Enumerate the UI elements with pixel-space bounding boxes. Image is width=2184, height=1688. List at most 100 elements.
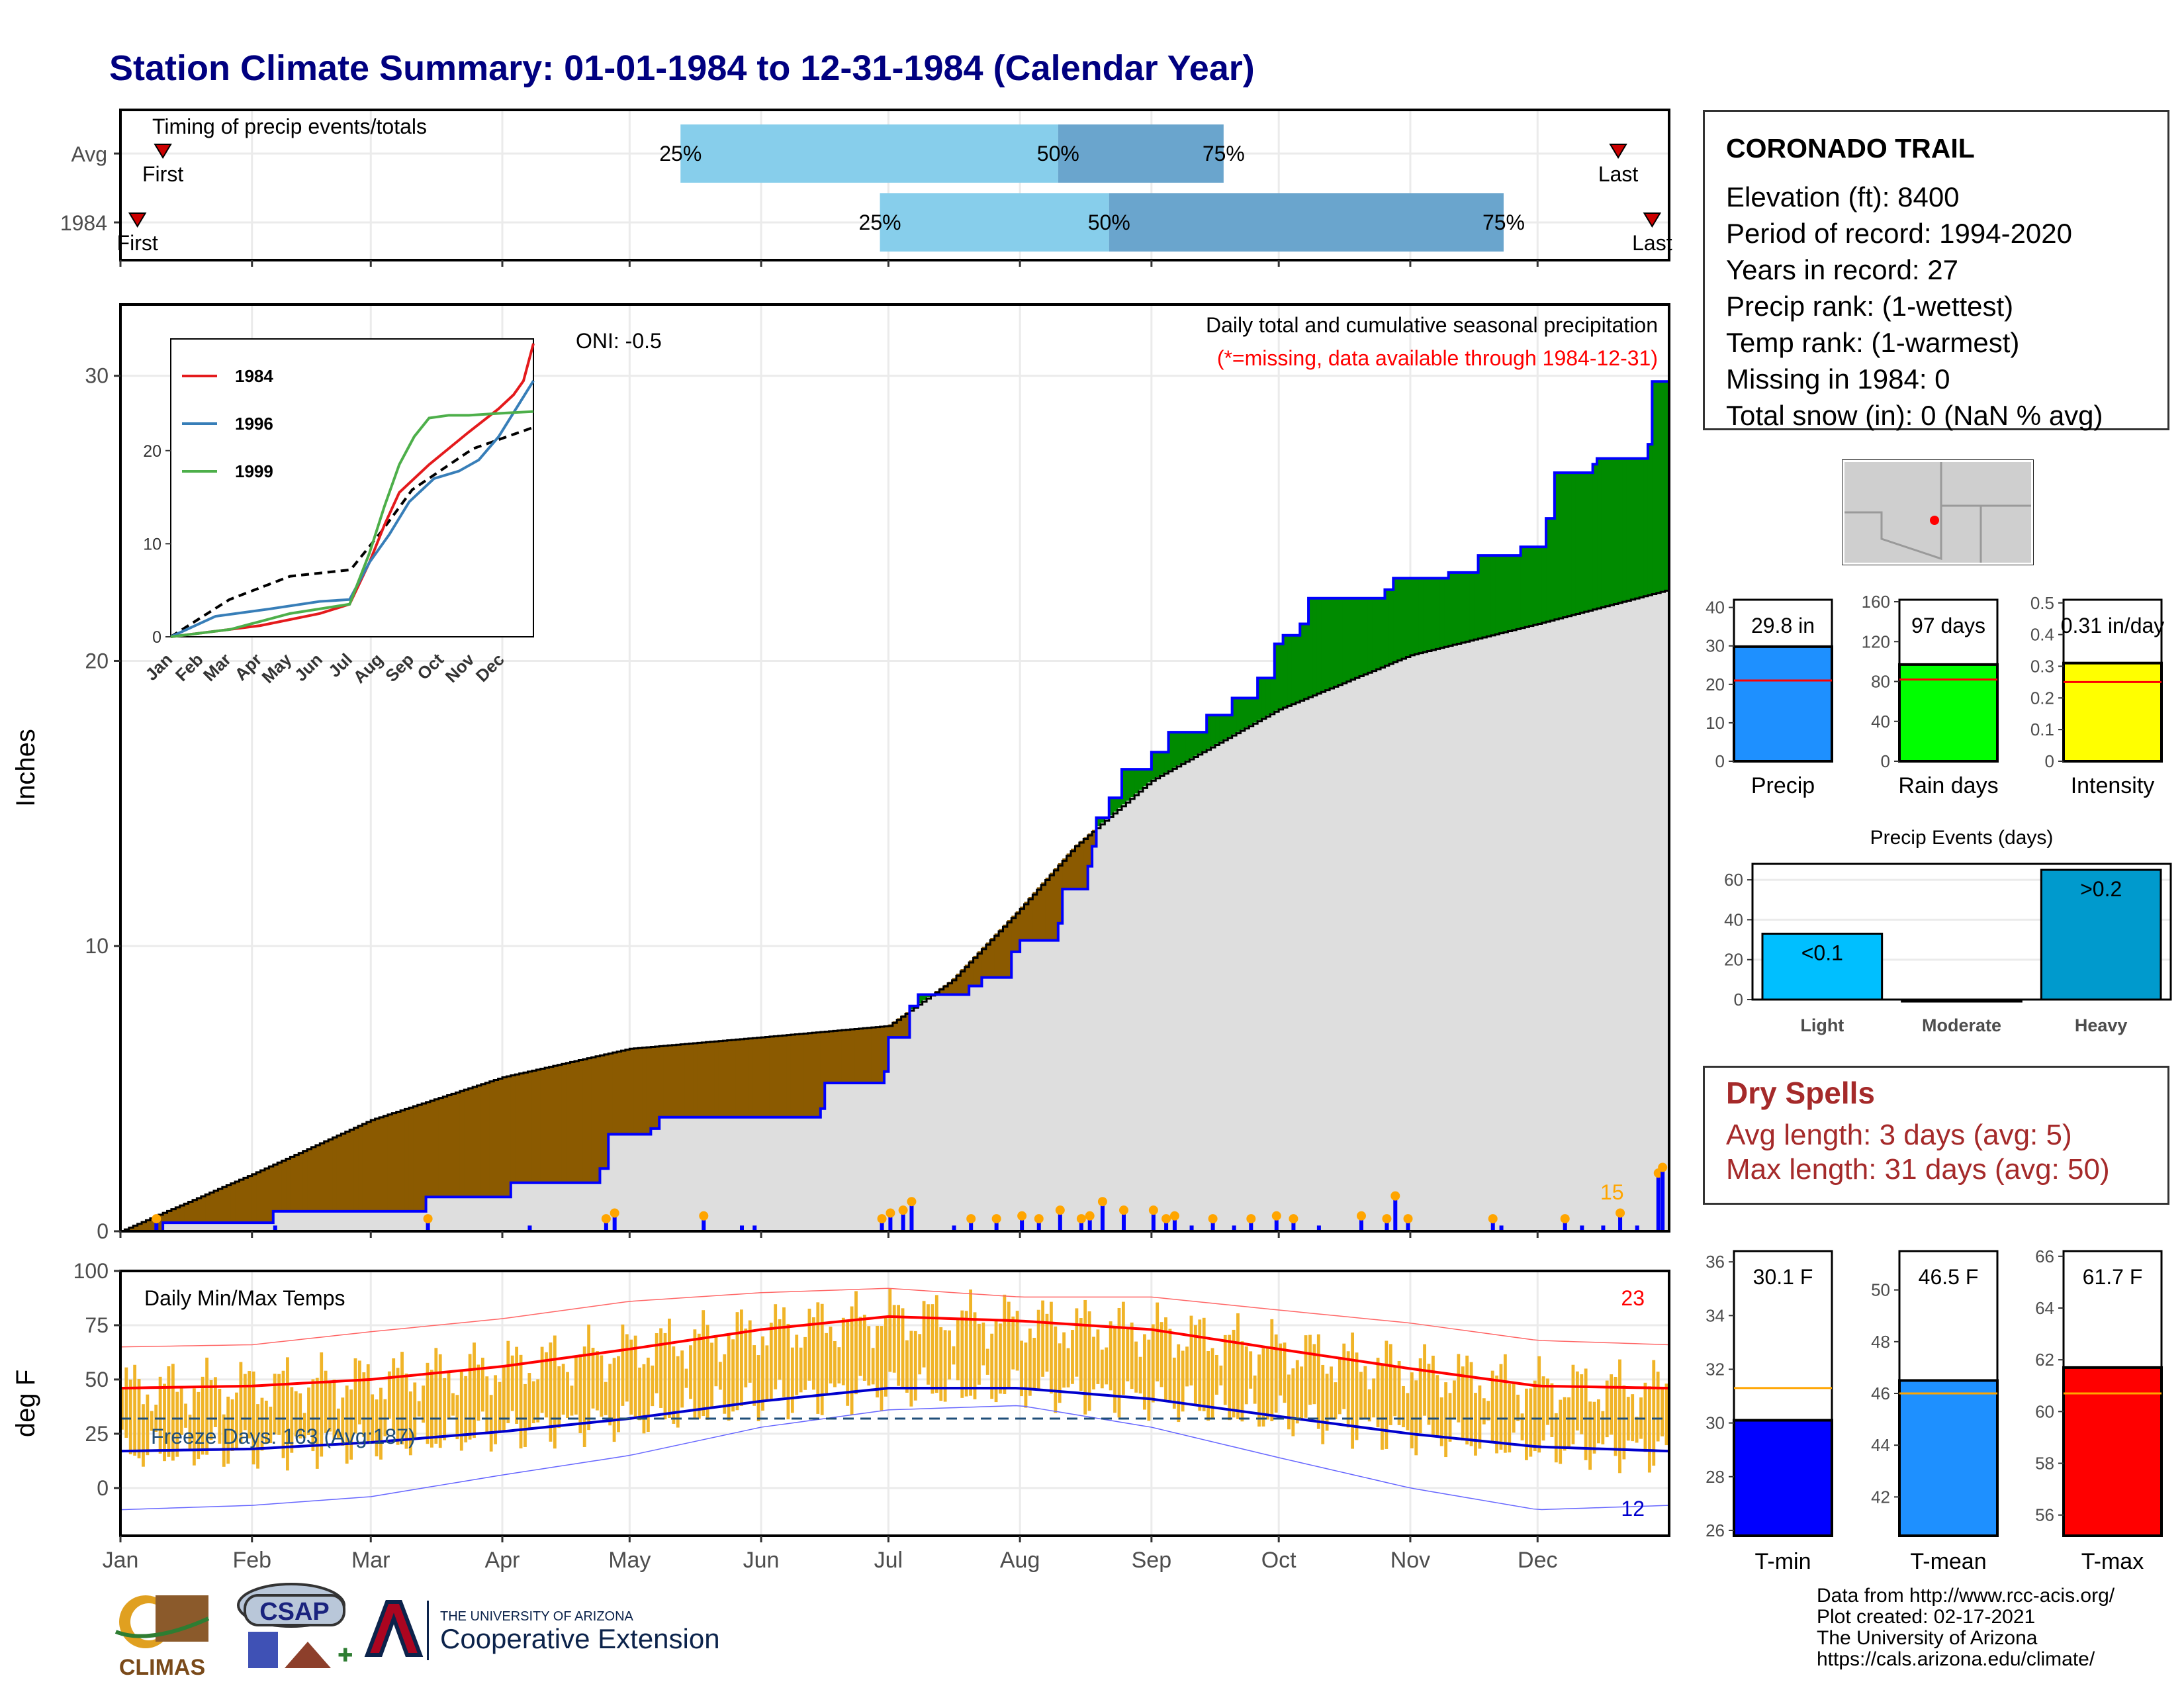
daily-temp-bar xyxy=(846,1321,850,1406)
deficit-band xyxy=(150,1217,156,1231)
summary-ytick-label: 0.5 xyxy=(2030,593,2054,613)
timing-last-label: Last xyxy=(1632,231,1672,255)
deficit-band xyxy=(672,1045,677,1117)
daily-precip-bar xyxy=(426,1223,430,1231)
daily-temp-bar xyxy=(1423,1344,1426,1416)
daily-temp-bar xyxy=(1643,1382,1647,1452)
summary-category-label: Intensity xyxy=(2071,773,2155,798)
summary-bar-Precip xyxy=(1733,645,1833,763)
deficit-band xyxy=(243,1177,249,1223)
daily-temp-bar xyxy=(841,1317,845,1385)
daily-temp-bar xyxy=(1486,1401,1490,1421)
surplus-band xyxy=(1537,547,1543,624)
daily-temp-bar xyxy=(281,1370,285,1458)
daily-temp-bar xyxy=(608,1364,612,1426)
daily-temp-bar xyxy=(1503,1354,1507,1453)
deficit-band xyxy=(829,1031,834,1083)
surplus-band xyxy=(1351,598,1356,679)
deficit-band xyxy=(167,1210,172,1223)
surplus-band xyxy=(1465,572,1471,641)
deficit-band xyxy=(876,1027,881,1083)
daily-temp-bar xyxy=(969,1289,972,1396)
surplus-band xyxy=(1346,598,1351,681)
surplus-band xyxy=(1244,698,1250,727)
daily-precip-bar xyxy=(740,1225,744,1231)
surplus-band xyxy=(1614,458,1619,604)
daily-temp-bar xyxy=(1062,1332,1066,1388)
surplus-band xyxy=(1330,598,1335,688)
daily-precip-bar xyxy=(1087,1219,1092,1231)
deficit-band xyxy=(1032,892,1038,941)
daily-precip-bar xyxy=(1249,1223,1253,1231)
temp-xtick-label: Feb xyxy=(232,1548,271,1573)
normal-tmax-line xyxy=(120,1315,1670,1390)
daily-temp-bar xyxy=(1032,1337,1036,1389)
deficit-band xyxy=(1041,882,1046,941)
daily-temp-bar xyxy=(978,1323,981,1385)
station-temp-rank: Temp rank: (1-warmest) xyxy=(1726,327,2020,358)
credit-data-source: Data from http://www.rcc-acis.org/ xyxy=(1817,1585,2115,1607)
daily-precip-event-marker xyxy=(1118,1205,1128,1215)
inset-ytick-label: 20 xyxy=(143,442,161,461)
precip-chart: 0 10 20 30 Inches Daily total and cumulative … xyxy=(11,303,1670,1243)
deficit-band xyxy=(264,1167,270,1223)
deficit-band xyxy=(527,1071,533,1183)
climas-text: CLIMAS xyxy=(119,1655,205,1680)
summary-bar-T-mean xyxy=(1898,1379,1999,1537)
daily-temp-bar xyxy=(531,1381,535,1424)
timing-row-label: 1984 xyxy=(60,211,107,235)
deficit-band xyxy=(774,1036,779,1117)
summary-ytick-label: 0.3 xyxy=(2030,656,2054,676)
daily-precip-bar xyxy=(1274,1219,1279,1231)
timing-first-marker xyxy=(128,212,147,228)
daily-precip-event-marker xyxy=(1403,1214,1413,1224)
events-category-label: Light xyxy=(1800,1015,1844,1035)
surplus-band xyxy=(1321,598,1326,691)
daily-temp-bar xyxy=(1160,1322,1163,1387)
deficit-band xyxy=(811,1032,817,1117)
daily-temp-bar xyxy=(684,1368,688,1388)
daily-temp-bar xyxy=(1096,1329,1100,1384)
daily-precip-bar xyxy=(1100,1205,1105,1231)
daily-temp-bar xyxy=(294,1391,298,1436)
surplus-band xyxy=(1274,643,1279,711)
deficit-band xyxy=(714,1041,719,1117)
deficit-band xyxy=(1036,887,1042,941)
summary-value-label: 30.1 F xyxy=(1753,1265,1813,1289)
daily-temp-bar xyxy=(811,1317,815,1390)
daily-temp-bar xyxy=(1185,1346,1189,1387)
daily-temp-bar xyxy=(1202,1317,1206,1411)
surplus-band xyxy=(1393,578,1398,662)
summary-ytick-label: 0.2 xyxy=(2030,688,2054,708)
surplus-band xyxy=(1575,473,1581,614)
surplus-band xyxy=(1529,547,1534,626)
deficit-band xyxy=(375,1117,380,1211)
daily-temp-bar xyxy=(422,1385,425,1423)
summary-bar-Intensity xyxy=(2062,661,2163,763)
daily-temp-bar xyxy=(638,1368,641,1421)
deficit-band xyxy=(188,1201,193,1223)
daily-temp-bar xyxy=(1622,1385,1626,1460)
daily-temp-bar xyxy=(1571,1364,1575,1444)
daily-temp-bar xyxy=(1206,1351,1210,1421)
daily-precip-bar xyxy=(1490,1223,1495,1231)
surplus-band xyxy=(1639,458,1645,597)
surplus-band xyxy=(1100,818,1106,823)
surplus-band xyxy=(1177,732,1182,766)
deficit-band xyxy=(455,1092,461,1197)
daily-temp-bar xyxy=(396,1368,400,1445)
daily-temp-bar xyxy=(302,1413,306,1438)
deficit-band xyxy=(251,1173,257,1223)
daily-temp-bar xyxy=(1601,1411,1605,1444)
summary-ytick-label: 28 xyxy=(1706,1467,1725,1487)
daily-temp-bar xyxy=(184,1403,187,1428)
daily-temp-bar xyxy=(408,1391,412,1456)
deficit-band xyxy=(557,1064,563,1183)
daily-temp-bar xyxy=(1041,1300,1044,1377)
daily-temp-bar xyxy=(1647,1386,1651,1473)
daily-temp-bar xyxy=(1177,1344,1181,1423)
timing-bar-q25-q50 xyxy=(880,193,1109,252)
summary-ytick-label: 160 xyxy=(1862,592,1890,612)
station-period: Period of record: 1994-2020 xyxy=(1726,218,2073,249)
deficit-band xyxy=(515,1074,520,1183)
